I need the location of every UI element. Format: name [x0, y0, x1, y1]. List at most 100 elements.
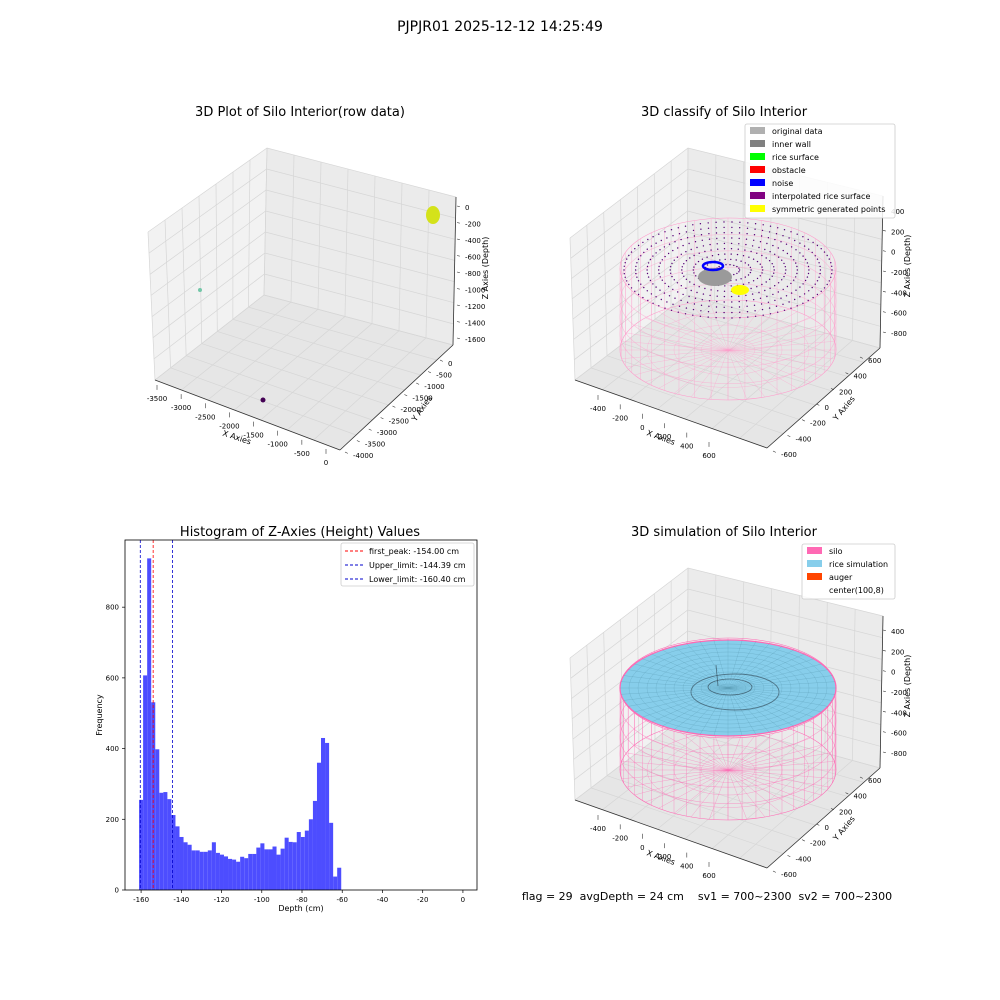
simulation-y-tick-label: 600 [868, 777, 881, 785]
classify-legend-label: obstacle [772, 166, 806, 175]
raw-z-tick-label: -1600 [465, 336, 485, 344]
classify-y-tick-mark [801, 419, 805, 422]
simulation-z-tick-label: 200 [891, 648, 904, 656]
simulation-z-tick-label: 400 [891, 628, 904, 636]
simulation-legend-label: center(100,8) [829, 586, 884, 595]
classify-panel: 3D classify of Silo Interior -400 -200 0 20… [569, 105, 912, 460]
classify-z-tick-label: 200 [891, 228, 904, 236]
histogram-bar [183, 842, 188, 890]
simulation-y-tick-label: 0 [825, 824, 829, 832]
raw-z-axis-label: Z Axies (Depth) [481, 237, 490, 300]
histogram-bar [272, 846, 277, 890]
simulation-y-tick-mark [787, 855, 791, 858]
histogram-bar [337, 867, 342, 890]
histogram-bar [159, 792, 164, 890]
histogram-bar [256, 847, 261, 890]
histogram-bar [321, 737, 326, 890]
simulation-z-tick-mark [882, 690, 886, 692]
raw-x-tick-label: -1000 [268, 441, 288, 449]
histogram-y-tick-label: 800 [106, 604, 119, 612]
simulation-z-tick-label: -600 [891, 730, 907, 738]
histogram-bar [179, 836, 184, 890]
histogram-bar [163, 792, 168, 890]
classify-panel-title: 3D classify of Silo Interior [641, 105, 808, 120]
raw-x-tick-label: -500 [294, 450, 310, 458]
histogram-y-tick-label: 600 [106, 674, 119, 682]
histogram-bar [284, 837, 289, 890]
simulation-z-tick-mark [882, 711, 886, 713]
classify-z-tick-mark [882, 331, 886, 333]
classify-legend-label: rice surface [772, 153, 819, 162]
simulation-y-tick-label: 400 [854, 793, 867, 801]
simulation-x-axis-label: X Axies [645, 848, 676, 867]
histogram-y-axis-label: Frequency [95, 694, 104, 736]
classify-inner-wall-cluster [698, 268, 732, 286]
histogram-x-tick-label: -100 [254, 896, 270, 904]
histogram-x-tick-label: 0 [461, 896, 465, 904]
histogram-panel: Histogram of Z-Axies (Height) Values -16… [95, 525, 478, 913]
raw-y-tick-mark [344, 451, 348, 454]
histogram-bar [171, 815, 176, 890]
histogram-legend-label: Upper_limit: -144.39 cm [369, 561, 466, 570]
simulation-rice-surface [619, 639, 837, 737]
simulation-axis-lines [574, 615, 884, 869]
simulation-panel: 3D simulation of Silo Interior -400 -200 0… [522, 525, 912, 903]
histogram-bar [304, 830, 309, 890]
classify-x-tick-label: 200 [658, 433, 671, 441]
classify-legend-swatch [750, 166, 765, 173]
simulation-y-tick-mark [801, 839, 805, 842]
histogram-bar [147, 558, 152, 890]
classify-z-tick-mark [882, 250, 886, 252]
histogram-x-tick-label: -140 [173, 896, 189, 904]
simulation-z-tick-label: -200 [891, 689, 907, 697]
classify-z-tick-mark [882, 291, 886, 293]
raw-y-tick-label: -4000 [353, 452, 373, 460]
raw-y-tick-mark [439, 359, 443, 362]
classify-z-tick-label: -400 [891, 289, 907, 297]
histogram-bar [288, 841, 293, 890]
histogram-x-tick-label: -60 [337, 896, 348, 904]
histogram-bar [333, 876, 338, 890]
classify-legend-label: original data [772, 127, 823, 136]
raw-floor-pane [155, 295, 453, 450]
classify-x-axis-label: X Axies [645, 428, 676, 447]
simulation-y-tick-mark [816, 823, 820, 826]
classify-x-tick-label: -400 [590, 405, 606, 413]
raw-data-panel: 3D Plot of Silo Interior(row data) -3500… [147, 105, 490, 467]
simulation-y-tick-mark [845, 792, 849, 795]
classify-y-tick-label: 0 [825, 404, 829, 412]
histogram-y-tick-label: 400 [106, 745, 119, 753]
raw-z-tick-mark [456, 337, 460, 339]
classify-z-tick-mark [882, 230, 886, 232]
raw-y-tick-label: -1000 [424, 383, 444, 391]
histogram-bar [199, 851, 204, 890]
raw-x-tick-label: 0 [324, 459, 328, 467]
classify-z-tick-mark [882, 311, 886, 313]
classify-y-tick-mark [859, 356, 863, 359]
raw-z-tick-mark [456, 238, 460, 240]
histogram-x-tick-label: -80 [296, 896, 307, 904]
classify-point-clusters [698, 260, 749, 295]
classify-z-tick-mark [882, 270, 886, 272]
classify-z-tick-label: -800 [891, 330, 907, 338]
histogram-bar [260, 843, 265, 890]
raw-z-tick-mark [456, 271, 460, 273]
histogram-bar [203, 851, 208, 890]
raw-y-tick-mark [356, 440, 360, 443]
classify-noise-cluster [701, 260, 725, 272]
histogram-bar [187, 844, 192, 890]
simulation-z-tick-mark [882, 751, 886, 753]
histogram-bar [276, 854, 281, 890]
simulation-y-tick-mark [859, 776, 863, 779]
classify-z-tick-label: -600 [891, 310, 907, 318]
simulation-z-tick-mark [882, 670, 886, 672]
histogram-bar [308, 819, 313, 890]
raw-x-tick-label: -3500 [147, 395, 167, 403]
simulation-legend-swatch [807, 573, 822, 580]
classify-legend-swatch [750, 140, 765, 147]
simulation-z-tick-mark [882, 629, 886, 631]
classify-z-axis-label: Z Axies (Depth) [903, 235, 912, 298]
classify-legend: original data inner wall rice surface obsta… [744, 123, 896, 219]
raw-y-tick-mark [416, 382, 420, 385]
